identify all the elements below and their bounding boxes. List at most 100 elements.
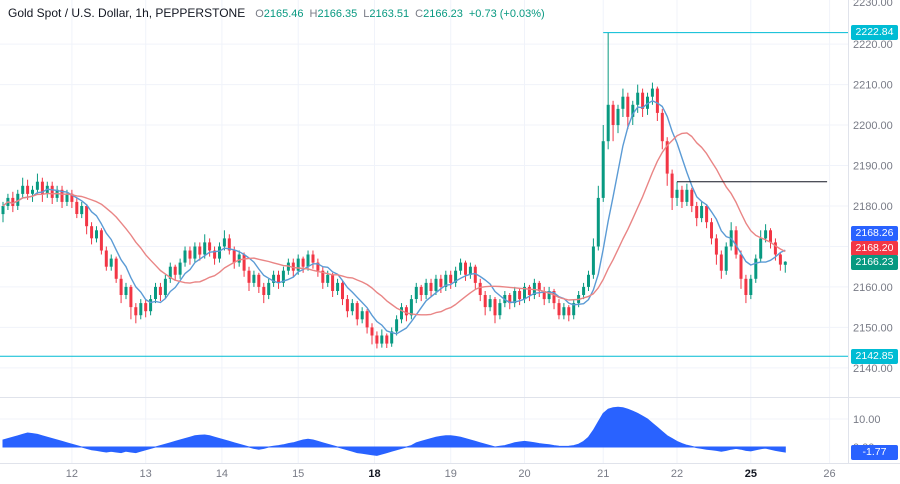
candle-body xyxy=(734,230,738,255)
indicator-area xyxy=(2,406,786,456)
axis-badge-ma-fast: 2168.26 xyxy=(851,226,898,241)
candle-body xyxy=(749,278,753,295)
candle-body xyxy=(163,278,167,295)
candle-body xyxy=(40,181,44,194)
candle-body xyxy=(596,197,600,247)
candle-body xyxy=(75,201,79,214)
candle-body xyxy=(409,299,413,316)
candle-body xyxy=(326,274,330,283)
candle-body xyxy=(444,274,448,287)
candle-body xyxy=(109,258,113,267)
candle-body xyxy=(493,299,497,316)
candle-body xyxy=(587,274,590,287)
candle-body xyxy=(616,108,620,126)
candle-body xyxy=(636,92,640,105)
candle-body xyxy=(80,206,84,215)
candle-body xyxy=(355,303,359,320)
candle-body xyxy=(1,206,5,215)
candle-body xyxy=(227,238,231,251)
candle-body xyxy=(232,250,236,263)
price-axis-label: 2150.00 xyxy=(853,322,893,334)
candle-body xyxy=(316,262,320,271)
candle-body xyxy=(670,173,674,198)
candle-body xyxy=(203,242,207,255)
candle-body xyxy=(429,282,433,291)
close-value: 2166.23 xyxy=(423,8,463,20)
candle-body xyxy=(124,286,128,295)
candle-body xyxy=(16,193,20,206)
candle-body xyxy=(65,193,69,202)
candle-body xyxy=(626,96,630,117)
candle-body xyxy=(513,291,517,304)
candle-body xyxy=(773,242,777,255)
candle-body xyxy=(311,254,315,263)
candle-body xyxy=(700,206,704,219)
candle-body xyxy=(695,206,699,219)
candle-body xyxy=(104,250,108,267)
change-value: +0.73 (+0.03%) xyxy=(468,8,545,20)
candle-body xyxy=(341,282,344,300)
ma-slow-line[interactable] xyxy=(2,132,786,316)
candle-body xyxy=(675,189,679,198)
candle-body xyxy=(685,189,689,202)
candle-body xyxy=(665,141,669,174)
candle-body xyxy=(641,92,645,109)
time-axis-label: 15 xyxy=(292,468,304,480)
candle-body xyxy=(50,185,54,198)
candle-body xyxy=(139,303,143,316)
candle-body xyxy=(158,286,162,295)
candle-body xyxy=(144,303,148,312)
time-axis-label: 20 xyxy=(518,468,530,480)
candle-body xyxy=(321,270,325,283)
candle-body xyxy=(724,246,728,271)
candle-body xyxy=(188,250,192,259)
axis-badge-ma-slow: 2168.20 xyxy=(851,241,898,256)
candle-body xyxy=(134,307,138,316)
symbol-title[interactable]: Gold Spot / U.S. Dollar, 1h, PEPPERSTONE xyxy=(8,6,246,20)
high-value: 2166.35 xyxy=(317,8,358,20)
candle-body xyxy=(119,278,123,295)
candle-body xyxy=(336,282,340,291)
candle-body xyxy=(655,88,659,113)
grid-layer xyxy=(0,0,848,463)
candle-body xyxy=(11,197,15,206)
candle-body xyxy=(650,88,654,97)
candle-body xyxy=(719,254,723,271)
candle-body xyxy=(360,311,364,320)
time-axis-label: 14 xyxy=(216,468,228,480)
candle-body xyxy=(281,270,285,283)
candlestick-layer xyxy=(1,32,787,349)
candle-body xyxy=(778,254,782,265)
candle-body xyxy=(345,299,349,312)
candle-body xyxy=(547,291,551,300)
candle-body xyxy=(542,291,546,300)
candle-body xyxy=(218,246,221,259)
candle-body xyxy=(631,104,635,117)
drawing-layer[interactable] xyxy=(0,32,848,357)
symbol-legend[interactable]: Gold Spot / U.S. Dollar, 1h, PEPPERSTONE… xyxy=(8,6,545,20)
price-axis-label: 2180.00 xyxy=(853,201,893,213)
candle-body xyxy=(621,96,625,109)
candle-body xyxy=(178,262,182,275)
low-value: 2163.51 xyxy=(369,8,410,20)
candle-body xyxy=(714,238,718,255)
time-axis-label: 22 xyxy=(671,468,683,480)
high-label: H xyxy=(309,8,318,20)
candle-body xyxy=(350,303,354,312)
ma-fast-line[interactable] xyxy=(2,100,786,335)
candle-body xyxy=(257,274,261,287)
price-axis-label: 2140.00 xyxy=(853,363,893,375)
candle-body xyxy=(272,274,276,283)
candle-body xyxy=(291,262,295,271)
candle-body xyxy=(331,274,335,291)
candle-body xyxy=(237,254,241,263)
time-axis-label: 18 xyxy=(368,468,380,480)
time-axis[interactable]: 12 13 14 15 18 19 20 21 22 25 26 xyxy=(66,468,836,480)
candle-body xyxy=(129,286,133,308)
candle-body xyxy=(764,230,768,239)
candle-body xyxy=(90,226,94,239)
candle-body xyxy=(213,250,217,259)
indicator-layer xyxy=(2,406,786,456)
candle-body xyxy=(414,286,418,299)
